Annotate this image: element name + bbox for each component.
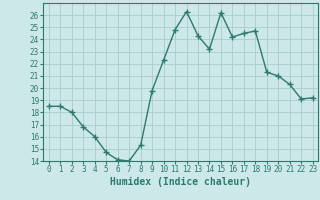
- X-axis label: Humidex (Indice chaleur): Humidex (Indice chaleur): [110, 177, 251, 187]
